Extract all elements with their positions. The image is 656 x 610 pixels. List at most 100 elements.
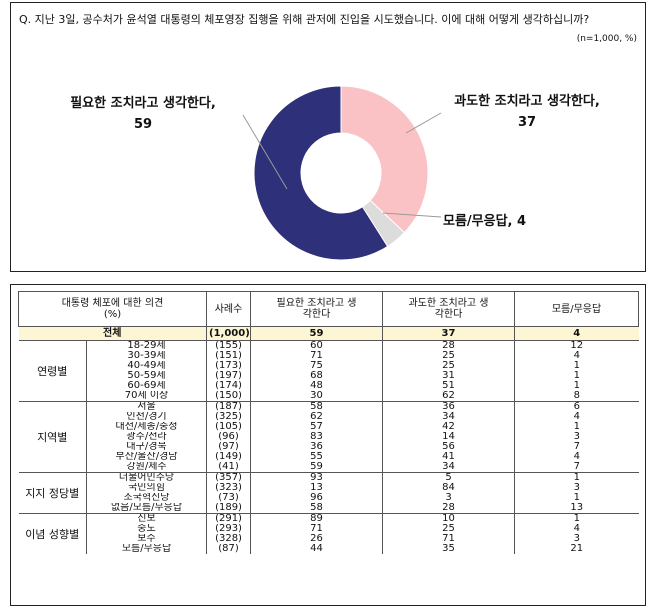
group-label: 연령별 — [18, 340, 87, 402]
slice-label-necessary-text: 필요한 조치라고 생각한다, — [70, 96, 216, 111]
cell-necessary: 89 — [250, 513, 383, 524]
cell-cases: (41) — [206, 462, 251, 473]
cell-cases: (73) — [206, 493, 251, 503]
header-opinion: 대통령 체포에 대한 의견 (%) — [17, 291, 208, 327]
header-necessary: 필요한 조치라고 생각한다 — [250, 291, 384, 327]
cell-label: 조국혁신당 — [123, 493, 170, 503]
cell-dk: 7 — [514, 462, 639, 473]
cell-necessary: 36 — [250, 442, 383, 452]
crosstab-table: 대통령 체포에 대한 의견 (%) 사례수 필요한 조치라고 생각한다 과도한 … — [17, 291, 640, 554]
cell-label: 모름/무응답 — [121, 544, 172, 554]
cell-dk: 1 — [514, 472, 639, 483]
cell-excessive: 10 — [382, 513, 515, 524]
cell-excessive: 36 — [382, 401, 515, 412]
group-label: 이념 성향별 — [18, 513, 87, 554]
slice-label-dk-value: 4 — [517, 214, 527, 229]
cell-dk: 12 — [514, 340, 639, 351]
cell-cases: (150) — [206, 391, 251, 402]
cell-label: 보수 — [137, 534, 156, 544]
cell-label: 60-69세 — [127, 381, 166, 391]
cell-cases: (174) — [206, 381, 251, 391]
header-unit: (%) — [103, 309, 122, 320]
slice-label-necessary-value: 59 — [133, 117, 153, 132]
cell-cases: (189) — [206, 503, 251, 514]
header-dk: 모름/무응답 — [514, 291, 640, 327]
cell-excessive: 71 — [382, 534, 515, 544]
cell-dk: 4 — [514, 524, 639, 534]
cell-excessive: 25 — [382, 524, 515, 534]
survey-question: Q. 지난 3일, 공수처가 윤석열 대통령의 체포영장 집행을 위해 관저에 … — [19, 13, 590, 26]
cell-label: 더불어민주당 — [86, 472, 207, 483]
cell-excessive: 34 — [382, 412, 515, 422]
cell-excessive: 62 — [382, 391, 515, 402]
cell-label: 국민의힘 — [128, 483, 165, 493]
table-row: 국민의힘 (323) 13 84 3 — [19, 483, 639, 493]
cell-cases: (291) — [206, 513, 251, 524]
total-cases: (1,000) — [206, 326, 251, 341]
cell-cases: (155) — [206, 340, 251, 351]
table-row: 30-39세 (151) 71 25 4 — [19, 351, 639, 361]
cell-necessary: 62 — [250, 412, 383, 422]
header-cases: 사례수 — [206, 291, 252, 327]
slice-label-excessive: 과도한 조치라고 생각한다, 37 — [437, 91, 617, 133]
cell-label: 강원/제주 — [126, 462, 167, 472]
cell-dk: 3 — [514, 432, 639, 442]
cell-label: 40-49세 — [127, 361, 166, 371]
table-row: 강원/제주 (41) 59 34 7 — [19, 462, 639, 473]
cell-dk: 7 — [514, 442, 639, 452]
table-row: 없음/모름/무응답 (189) 58 28 13 — [19, 503, 639, 514]
cell-necessary: 96 — [250, 493, 383, 503]
cell-label: 대전/세종/충청 — [115, 422, 178, 432]
cell-dk: 21 — [514, 544, 639, 554]
cell-necessary: 26 — [250, 534, 383, 544]
cell-dk: 13 — [514, 503, 639, 514]
chart-panel: Q. 지난 3일, 공수처가 윤석열 대통령의 체포영장 집행을 위해 관저에 … — [10, 2, 646, 272]
cell-dk: 1 — [514, 361, 639, 371]
donut-chart — [242, 85, 442, 261]
cell-cases: (325) — [206, 412, 251, 422]
cell-dk: 4 — [514, 412, 639, 422]
cell-label: 부산/울산/경남 — [115, 452, 178, 462]
table-row: 지지 정당별 더불어민주당 (357) 93 5 1 — [18, 472, 639, 514]
cell-dk: 8 — [514, 391, 639, 402]
cell-cases: (293) — [206, 524, 251, 534]
cell-label: 50-59세 — [127, 371, 166, 381]
cell-label: 18-29세 — [86, 340, 207, 351]
table-row: 부산/울산/경남 (149) 55 41 4 — [19, 452, 639, 462]
cell-cases: (105) — [206, 422, 251, 432]
leader-line-necessary — [242, 114, 288, 190]
cell-dk: 1 — [514, 371, 639, 381]
table-row: 대전/세종/충청 (105) 57 42 1 — [19, 422, 639, 432]
table-row: 이념 성향별 진보 (291) 89 10 1 — [18, 513, 639, 554]
cell-necessary: 75 — [250, 361, 383, 371]
slice-label-excessive-text: 과도한 조치라고 생각한다, — [454, 94, 600, 109]
cell-excessive: 51 — [382, 381, 515, 391]
cell-label: 광주/전라 — [126, 432, 167, 442]
cell-necessary: 57 — [250, 422, 383, 432]
cell-cases: (357) — [206, 472, 251, 483]
cell-necessary: 68 — [250, 371, 383, 381]
table-row: 60-69세 (174) 48 51 1 — [19, 381, 639, 391]
cell-necessary: 55 — [250, 452, 383, 462]
cell-dk: 4 — [514, 452, 639, 462]
cell-dk: 1 — [514, 493, 639, 503]
cell-cases: (97) — [206, 442, 251, 452]
slice-label-dk-text: 모름/무응답, — [443, 214, 513, 229]
cell-excessive: 31 — [382, 371, 515, 381]
cell-dk: 4 — [514, 351, 639, 361]
cell-excessive: 25 — [382, 351, 515, 361]
table-row: 광주/전라 (96) 83 14 3 — [19, 432, 639, 442]
table-row: 70세 이상 (150) 30 62 8 — [19, 391, 639, 402]
cell-necessary: 59 — [250, 462, 383, 473]
cell-excessive: 3 — [382, 493, 515, 503]
total-dk: 4 — [514, 326, 639, 341]
cell-cases: (96) — [206, 432, 251, 442]
slice-necessary — [253, 85, 389, 261]
cell-label: 인천/경기 — [126, 412, 167, 422]
cell-excessive: 56 — [382, 442, 515, 452]
cell-label: 진보 — [86, 513, 207, 524]
slice-excessive — [340, 85, 429, 234]
slice-label-excessive-value: 37 — [517, 115, 537, 130]
leader-line-dk — [382, 212, 442, 218]
group-label: 지역별 — [18, 401, 87, 473]
